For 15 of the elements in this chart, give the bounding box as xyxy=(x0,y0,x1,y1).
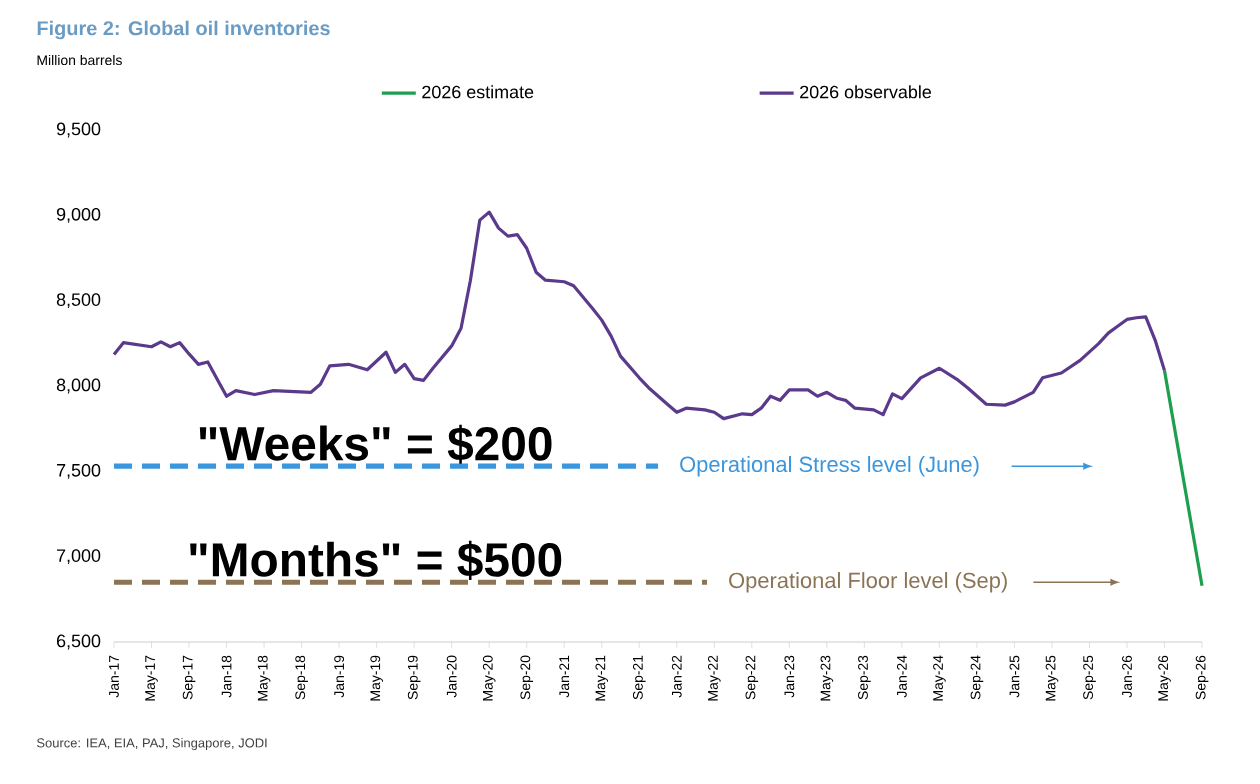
legend-label: 2026 estimate xyxy=(422,85,534,99)
annotation: "Weeks" = $200 xyxy=(199,424,552,464)
ref-line-label: Operational Stress level (June) xyxy=(680,456,979,477)
y-tick-label: 9,000 xyxy=(56,207,101,223)
y-tick-label: 6,500 xyxy=(57,634,101,650)
y-tick-label: 8,500 xyxy=(56,293,101,309)
y-tick-label: 8,000 xyxy=(56,378,101,394)
annotation: "Months" = $500 xyxy=(190,540,562,580)
ref-line-label: Operational Floor level (Sep) xyxy=(729,572,1007,593)
chart-title: Figure 2: Global oil inventories xyxy=(37,20,330,40)
y-tick-label: 9,500 xyxy=(56,122,101,138)
line-series xyxy=(112,210,1167,421)
y-tick-label: 7,000 xyxy=(57,549,101,565)
legend-label: 2026 observable xyxy=(800,85,932,99)
y-tick-label: 7,500 xyxy=(57,463,101,479)
